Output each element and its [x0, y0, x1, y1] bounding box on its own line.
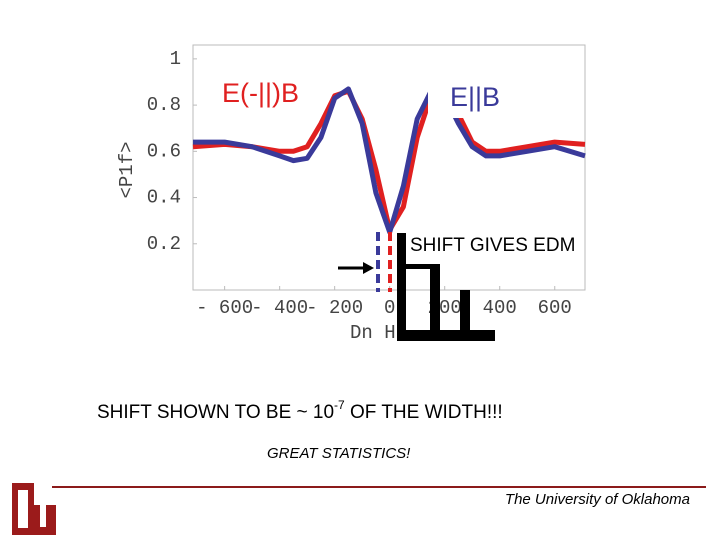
statement-text: OF THE WIDTH!!! — [345, 402, 503, 423]
legend-box — [213, 72, 323, 114]
statement-text: SHIFT SHOWN TO BE ~ 10 — [97, 402, 334, 423]
y-tick-label: 0.2 — [147, 233, 181, 255]
y-tick-label: 0.4 — [147, 187, 181, 209]
x-tick-label: 0 — [384, 297, 395, 319]
x-tick-label: 400 — [483, 297, 517, 319]
footer: The University of Oklahoma — [505, 491, 690, 508]
y-axis-label: <P1f> — [116, 141, 138, 198]
marker-glyph — [397, 233, 495, 341]
logo — [12, 483, 56, 535]
x-tick-label: - 400 — [251, 297, 308, 319]
y-tick-label: 0.6 — [147, 140, 181, 162]
y-tick-label: 1 — [170, 48, 181, 70]
x-tick-label: - 600 — [196, 297, 253, 319]
legend-box — [428, 76, 526, 118]
note: GREAT STATISTICS! — [267, 445, 411, 462]
annotation: SHIFT GIVES EDM — [410, 235, 575, 256]
statement: SHIFT SHOWN TO BE ~ 10-7 OF THE WIDTH!!! — [97, 398, 503, 423]
arrow-head — [363, 262, 374, 274]
legend-label: E||B — [450, 82, 500, 112]
statement-exponent: -7 — [334, 398, 345, 412]
annotation-box — [403, 228, 583, 262]
legend-label: E(-||)B — [222, 78, 299, 108]
x-tick-label: - 200 — [306, 297, 363, 319]
plot: 0.20.40.60.81- 600- 400- 200 0 200 400 600Dn… — [116, 48, 586, 344]
x-axis-label: Dn Hz — [350, 322, 407, 344]
y-tick-label: 0.8 — [147, 94, 181, 116]
x-tick-label: 600 — [538, 297, 572, 319]
